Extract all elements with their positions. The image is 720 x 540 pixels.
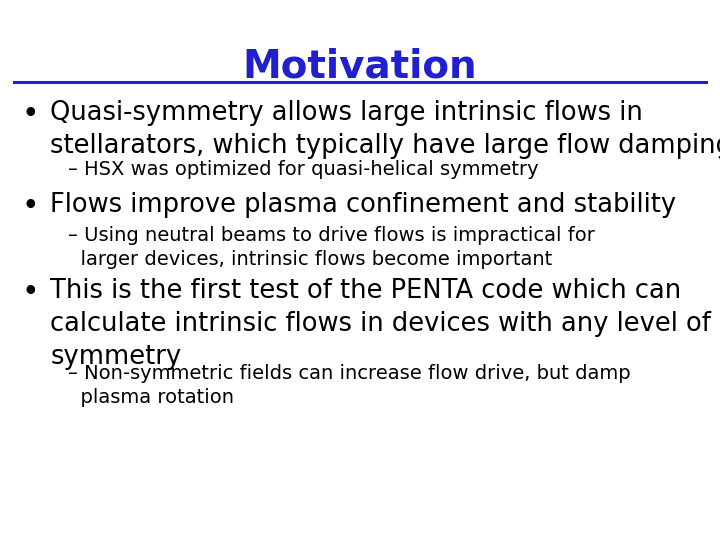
Text: •: • (22, 100, 39, 129)
Text: This is the first test of the PENTA code which can
calculate intrinsic flows in : This is the first test of the PENTA code… (50, 278, 711, 370)
Text: •: • (22, 278, 39, 307)
Text: Flows improve plasma confinement and stability: Flows improve plasma confinement and sta… (50, 192, 677, 218)
Text: – HSX was optimized for quasi-helical symmetry: – HSX was optimized for quasi-helical sy… (68, 160, 539, 179)
Text: Quasi-symmetry allows large intrinsic flows in
stellarators, which typically hav: Quasi-symmetry allows large intrinsic fl… (50, 100, 720, 159)
Text: – Non-symmetric fields can increase flow drive, but damp
  plasma rotation: – Non-symmetric fields can increase flow… (68, 364, 631, 407)
Text: Motivation: Motivation (243, 48, 477, 86)
Text: •: • (22, 192, 39, 221)
Text: – Using neutral beams to drive flows is impractical for
  larger devices, intrin: – Using neutral beams to drive flows is … (68, 226, 595, 269)
